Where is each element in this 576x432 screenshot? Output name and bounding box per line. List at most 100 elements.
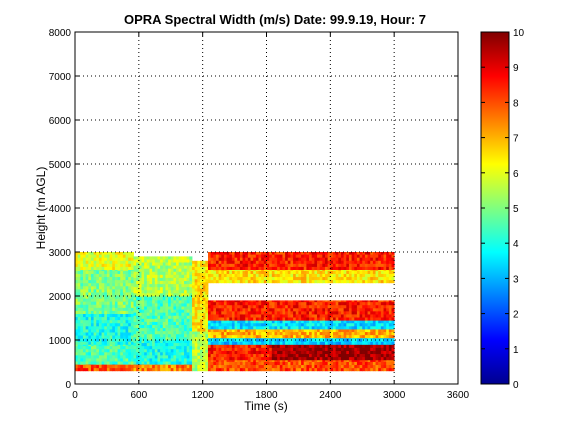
heatmap-cell [261,301,265,306]
heatmap-cell [274,300,278,303]
heatmap-cell [298,269,302,271]
heatmap-cell [279,361,283,366]
heatmap-cell [168,345,172,350]
heatmap-cell [173,358,177,362]
heatmap-cell [279,356,283,361]
heatmap-cell [77,254,81,258]
heatmap-cell [367,307,371,312]
heatmap-cell [149,286,153,291]
heatmap-cell [120,351,124,356]
heatmap-cell [194,266,198,270]
heatmap-cell [372,263,376,267]
heatmap-cell [165,296,169,301]
heatmap-cell [128,319,132,324]
heatmap-cell [391,334,395,339]
heatmap-cell [154,367,158,372]
heatmap-cell [383,350,387,355]
heatmap-cell [295,337,299,339]
heatmap-cell [112,279,116,284]
heatmap-cell [90,313,95,318]
heatmap-cell [160,348,164,353]
heatmap-cell [160,364,164,369]
heatmap-cell [82,292,87,296]
heatmap-cell [293,364,297,369]
heatmap-cell [354,304,358,309]
heatmap-cell [144,271,148,275]
heatmap-cell [370,301,374,306]
heatmap-cell [317,325,321,330]
heatmap-cell [340,301,345,306]
heatmap-cell [242,300,246,303]
heatmap-cell [160,330,164,335]
heatmap-cell [306,257,310,261]
heatmap-cell [378,367,382,372]
heatmap-cell [170,324,174,329]
heatmap-cell [269,331,273,336]
heatmap-cell [231,314,235,318]
heatmap-cell [152,324,156,329]
heatmap-cell [364,276,368,281]
heatmap-cell [77,257,81,261]
heatmap-cell [186,280,190,285]
heatmap-cell [223,331,227,336]
heatmap-cell [327,304,331,309]
heatmap-cell [293,310,297,315]
heatmap-cell [205,358,209,362]
heatmap-cell [258,356,262,361]
heatmap-cell [229,263,233,267]
heatmap-cell [221,337,225,339]
heatmap-cell [178,324,182,329]
heatmap-cell [128,260,132,264]
heatmap-cell [263,361,267,366]
heatmap-cell [223,317,227,321]
heatmap-cell [112,364,116,366]
heatmap-cell [106,288,110,293]
heatmap-cell [247,301,251,306]
heatmap-cell [75,322,79,327]
heatmap-cell [330,263,334,267]
heatmap-cell [210,263,214,267]
heatmap-cell [303,266,307,270]
heatmap-cell [250,270,254,274]
heatmap-cell [77,316,81,321]
heatmap-cell [154,345,158,350]
heatmap-cell [170,286,174,291]
heatmap-cell [162,296,166,298]
heatmap-cell [146,296,150,298]
heatmap-cell [138,358,142,362]
x-axis-label: Time (s) [244,399,288,413]
heatmap-cell [80,266,84,270]
heatmap-cell [263,254,267,258]
heatmap-cell [114,364,118,366]
heatmap-cell [109,358,113,362]
heatmap-cell [112,257,116,261]
heatmap-cell [285,254,289,258]
heatmap-cell [109,316,113,321]
heatmap-cell [141,277,145,281]
heatmap-cell [229,359,233,362]
heatmap-cell [101,361,105,365]
heatmap-cell [176,315,180,319]
heatmap-cell [213,301,217,306]
heatmap-cell [269,350,273,355]
heatmap-cell [125,301,129,305]
heatmap-cell [152,303,156,307]
heatmap-cell [96,270,100,274]
heatmap-cell [271,314,275,318]
heatmap-cell [253,307,257,312]
heatmap-cell [266,344,270,348]
heatmap-cell [85,364,89,369]
heatmap-cell [301,252,305,255]
heatmap-cell [340,329,345,333]
heatmap-cell [277,257,281,261]
heatmap-cell [359,300,363,303]
heatmap-cell [250,344,254,348]
heatmap-cell [133,321,137,325]
heatmap-cell [311,310,315,315]
heatmap-cell [77,273,81,278]
heatmap-cell [306,331,310,336]
heatmap-cell [253,317,257,321]
heatmap-cell [202,358,206,362]
heatmap-cell [144,367,148,372]
